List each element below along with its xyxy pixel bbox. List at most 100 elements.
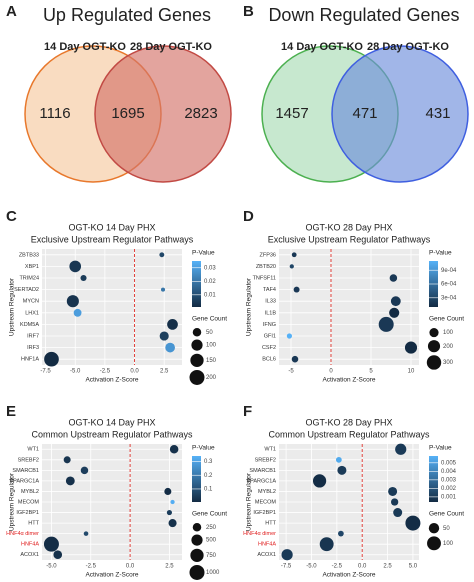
size-key xyxy=(190,548,204,562)
y-tick-label: TAF4 xyxy=(263,287,276,293)
y-tick-label: IFNG xyxy=(263,322,276,328)
dot xyxy=(390,296,401,307)
plot-title: OGT-KO 14 Day PHX xyxy=(68,417,155,427)
plot-subtitle: Exclusive Upstream Regulator Pathways xyxy=(31,234,194,244)
y-tick-label: ZFP36 xyxy=(259,252,276,258)
y-axis-label: Upstream Regulator xyxy=(9,472,16,531)
y-tick-label: BCL6 xyxy=(262,357,276,363)
legend-title: Gene Count xyxy=(192,316,227,323)
dot xyxy=(73,308,82,317)
plot-background xyxy=(279,249,419,365)
y-tick-label: HNF4α dimer xyxy=(243,531,276,537)
y-tick-label: SREBF2 xyxy=(18,457,39,463)
size-label: 100 xyxy=(443,541,454,547)
x-tick-label: -7.5 xyxy=(281,564,292,570)
plot-subtitle: Common Upstream Regulator Pathways xyxy=(31,429,193,439)
y-axis-label: Upstream Regulator xyxy=(246,472,253,531)
colorbar-label: 0.003 xyxy=(441,477,457,483)
x-tick-label: 5.0 xyxy=(409,564,418,570)
panel-letter: E xyxy=(6,403,16,420)
y-tick-label: HNF4A xyxy=(258,542,276,548)
size-label: 200 xyxy=(443,344,454,350)
y-tick-label: MECOM xyxy=(255,499,277,505)
size-key xyxy=(192,328,202,337)
size-key xyxy=(192,523,202,532)
x-tick-label: 10 xyxy=(408,369,415,375)
colorbar-label: 6e-04 xyxy=(441,282,457,288)
dot xyxy=(166,509,173,516)
size-key xyxy=(189,369,205,385)
dot xyxy=(293,286,300,293)
venn-count: 471 xyxy=(352,105,377,122)
colorbar-label: 0.3 xyxy=(204,459,213,465)
x-axis-label: Activation Z-Score xyxy=(322,377,375,384)
set-label: 14 Day OGT-KO xyxy=(281,41,363,53)
dot xyxy=(159,252,165,258)
legend-title: P-Value xyxy=(429,445,452,452)
x-tick-label: 2.5 xyxy=(160,369,169,375)
dot xyxy=(395,443,407,455)
x-tick-label: -5 xyxy=(288,369,294,375)
dot xyxy=(389,307,400,318)
y-tick-label: HTT xyxy=(28,521,39,527)
x-tick-label: 2.5 xyxy=(383,564,392,570)
y-tick-label: MYBL2 xyxy=(21,489,39,495)
x-tick-label: 0 xyxy=(329,369,333,375)
dot xyxy=(168,519,177,528)
dot xyxy=(281,549,293,561)
y-tick-label: PPARGC1A xyxy=(9,478,39,484)
dot xyxy=(338,530,344,537)
legend-title: Gene Count xyxy=(429,511,464,518)
set-label: 28 Day OGT-KO xyxy=(130,41,212,53)
size-label: 150 xyxy=(206,358,217,364)
dot xyxy=(167,319,178,330)
dot xyxy=(405,515,421,531)
colorbar-label: 3e-04 xyxy=(441,295,457,301)
y-tick-label: IL33 xyxy=(265,299,276,305)
x-axis-label: Activation Z-Score xyxy=(322,572,375,579)
y-tick-label: GFI1 xyxy=(264,333,276,339)
size-label: 200 xyxy=(206,375,217,381)
y-tick-label: IRF7 xyxy=(27,333,39,339)
y-tick-label: MECOM xyxy=(18,499,40,505)
y-tick-label: TNFSF11 xyxy=(253,275,276,281)
colorbar-label: 0.002 xyxy=(441,486,457,492)
x-axis-label: Activation Z-Score xyxy=(85,377,138,384)
size-key xyxy=(190,353,204,367)
y-tick-label: HNF4A xyxy=(21,542,39,548)
dot xyxy=(390,498,399,506)
x-tick-label: -7.5 xyxy=(40,369,51,375)
panel-letter: F xyxy=(243,403,252,420)
y-tick-label: IGF2BP1 xyxy=(253,510,276,516)
dot xyxy=(66,295,79,308)
dot xyxy=(378,316,394,332)
y-tick-label: SREBF2 xyxy=(255,457,276,463)
colorbar-label: 0.2 xyxy=(204,473,213,479)
y-tick-label: IL1B xyxy=(265,310,277,316)
dot xyxy=(337,465,347,475)
size-key xyxy=(428,523,440,534)
venn-count: 1116 xyxy=(39,105,70,122)
venn-count: 431 xyxy=(425,105,450,122)
plot-background xyxy=(42,249,182,365)
colorbar xyxy=(429,456,438,502)
y-tick-label: PPARGC1A xyxy=(246,478,276,484)
venn-count: 1695 xyxy=(111,105,144,122)
x-tick-label: -5.0 xyxy=(70,369,81,375)
venn-circle xyxy=(94,45,232,183)
y-tick-label: ZBTB33 xyxy=(19,252,39,258)
venn-title: Down Regulated Genes xyxy=(268,5,459,25)
dot xyxy=(159,331,169,341)
dot xyxy=(286,333,293,339)
y-axis-label: Upstream Regulator xyxy=(9,277,16,336)
dot xyxy=(289,264,294,269)
y-tick-label: LHX1 xyxy=(25,310,39,316)
dot xyxy=(291,355,299,363)
plot-title: OGT-KO 28 Day PHX xyxy=(305,222,392,232)
colorbar xyxy=(192,456,201,502)
x-tick-label: 2.5 xyxy=(165,564,174,570)
plot-subtitle: Exclusive Upstream Regulator Pathways xyxy=(268,234,431,244)
plot-title: OGT-KO 14 Day PHX xyxy=(68,222,155,232)
panel-letter: C xyxy=(6,208,17,225)
size-key xyxy=(189,564,205,580)
